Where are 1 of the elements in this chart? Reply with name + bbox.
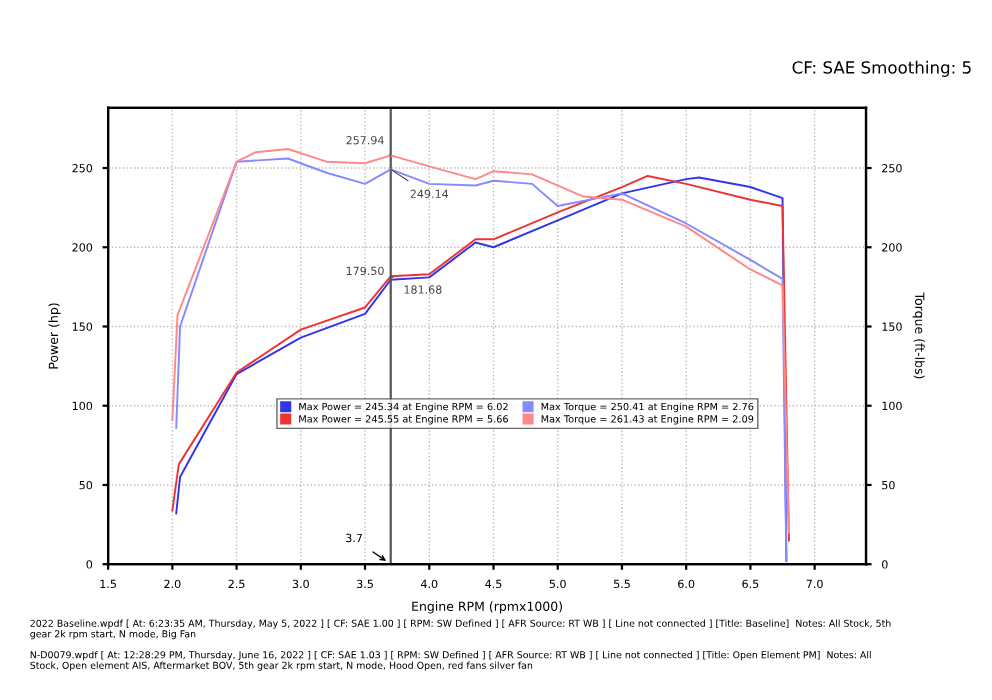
chart-title: CF: SAE Smoothing: 5 xyxy=(792,60,971,77)
